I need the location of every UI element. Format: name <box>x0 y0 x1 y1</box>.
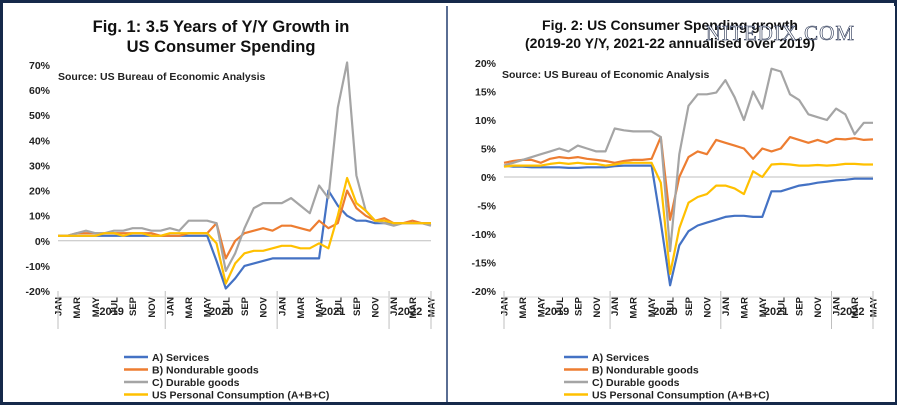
x-tick-label: JUL <box>110 297 121 315</box>
x-tick-label: JAN <box>500 297 511 316</box>
y-tick-label: 10% <box>475 115 497 127</box>
x-tick-label: MAR <box>629 297 640 319</box>
y-tick-label: -20% <box>471 286 496 298</box>
chart-panel-fig2: Fig. 2: US Consumer Spending growth (201… <box>450 6 895 402</box>
x-tick-label: MAR <box>296 297 307 319</box>
x-tick-label: JAN <box>721 297 732 316</box>
x-tick-label: MAY <box>647 296 658 317</box>
legend-label: C) Durable goods <box>592 377 680 389</box>
y-tick-label: 20% <box>475 58 497 70</box>
x-tick-label: MAR <box>518 297 529 319</box>
x-tick-label: SEP <box>573 296 584 316</box>
chart-title-line1: Fig. 2: US Consumer Spending growth <box>542 17 798 33</box>
series-line <box>58 176 431 285</box>
series-line <box>503 161 873 275</box>
y-tick-label: 0% <box>35 236 51 248</box>
x-tick-label: MAY <box>869 296 880 317</box>
year-label: 2022 <box>840 306 864 318</box>
y-tick-label: 20% <box>29 186 51 198</box>
x-tick-label: MAR <box>184 297 195 319</box>
year-label: 2021 <box>764 306 788 318</box>
y-tick-label: 60% <box>29 85 51 97</box>
year-label: 2022 <box>398 306 422 318</box>
y-tick-label: 30% <box>29 160 51 172</box>
x-tick-label: MAY <box>315 296 326 317</box>
chart-title-line2: US Consumer Spending <box>127 38 316 56</box>
y-tick-label: 5% <box>481 144 497 156</box>
legend-label: A) Services <box>592 352 649 364</box>
x-tick-label: MAY <box>536 296 547 317</box>
x-tick-label: MAR <box>408 297 419 319</box>
y-tick-label: -5% <box>477 201 496 213</box>
y-tick-label: 70% <box>29 60 51 72</box>
chart-source: Source: US Bureau of Economic Analysis <box>58 71 265 83</box>
year-label: 2021 <box>321 306 345 318</box>
x-tick-label: JAN <box>832 297 843 316</box>
legend-label: B) Nondurable goods <box>592 365 699 377</box>
x-tick-label: JUL <box>333 297 344 315</box>
x-tick-label: NOV <box>371 296 382 317</box>
series-line <box>58 61 432 272</box>
chart-panel-fig1: Fig. 1: 3.5 Years of Y/Y Growth in US Co… <box>6 6 448 402</box>
chart-title-line1: Fig. 1: 3.5 Years of Y/Y Growth in <box>93 18 350 36</box>
x-tick-label: JAN <box>610 297 621 316</box>
x-tick-label: JUL <box>221 297 232 315</box>
year-label: 2019 <box>545 306 569 318</box>
chart-source: Source: US Bureau of Economic Analysis <box>502 69 709 81</box>
series-line <box>503 164 873 287</box>
series-line <box>503 136 874 221</box>
y-tick-label: 50% <box>29 110 51 122</box>
x-tick-label: MAR <box>739 297 750 319</box>
x-tick-label: JAN <box>389 297 400 316</box>
x-tick-label: NOV <box>147 296 158 317</box>
x-tick-label: NOV <box>592 296 603 317</box>
y-tick-label: -20% <box>25 286 50 298</box>
x-tick-label: MAY <box>91 296 102 317</box>
legend-label: C) Durable goods <box>152 377 240 389</box>
x-tick-label: MAY <box>758 296 769 317</box>
year-label: 2020 <box>209 306 233 318</box>
x-tick-label: JUL <box>776 297 787 315</box>
x-tick-label: JUL <box>666 297 677 315</box>
x-tick-label: MAR <box>72 297 83 319</box>
y-tick-label: 10% <box>29 211 51 223</box>
series-line <box>503 67 873 253</box>
x-tick-label: MAY <box>427 296 438 317</box>
y-tick-label: 15% <box>475 87 497 99</box>
legend-label: US Personal Consumption (A+B+C) <box>152 390 329 402</box>
year-label: 2019 <box>99 306 123 318</box>
legend-label: US Personal Consumption (A+B+C) <box>592 390 769 402</box>
y-tick-label: -10% <box>25 261 50 273</box>
chart-fig1: Fig. 1: 3.5 Years of Y/Y Growth in US Co… <box>25 18 437 402</box>
plot-area: -20% -10% 0% 10% 20% 30% 40% 50% 60% 70% JAN MAR MAY… <box>25 60 437 402</box>
x-tick-label: NOV <box>702 296 713 317</box>
y-tick-label: -10% <box>471 229 496 241</box>
y-tick-label: 0% <box>481 172 497 184</box>
x-tick-label: JAN <box>165 297 176 316</box>
x-tick-label: MAY <box>203 296 214 317</box>
x-tick-label: JAN <box>277 297 288 316</box>
x-tick-label: NOV <box>259 296 270 317</box>
y-tick-label: -15% <box>471 258 496 270</box>
legend-label: B) Nondurable goods <box>152 365 259 377</box>
series-line <box>58 189 431 260</box>
legend-label: A) Services <box>152 352 209 364</box>
x-tick-label: JUL <box>555 297 566 315</box>
year-label: 2020 <box>653 306 677 318</box>
x-tick-label: MAR <box>850 297 861 319</box>
x-tick-label: SEP <box>352 296 363 316</box>
watermark-text: NITEDIX.COM <box>706 21 855 45</box>
y-tick-label: 40% <box>29 135 51 147</box>
chart-title-line2: (2019-20 Y/Y, 2021-22 annualised over 20… <box>525 35 815 51</box>
chart-fig2: Fig. 2: US Consumer Spending growth (201… <box>471 17 879 402</box>
x-tick-label: SEP <box>240 296 251 316</box>
x-tick-label: SEP <box>684 296 695 316</box>
x-tick-label: JAN <box>54 297 65 316</box>
series-line <box>58 189 431 290</box>
x-tick-label: NOV <box>813 296 824 317</box>
plot-area: -20% -15% -10% -5% 0% 5% 10% 15% 20% JAN MAR MAY JUL… <box>471 58 879 402</box>
x-tick-label: SEP <box>795 296 806 316</box>
x-tick-label: SEP <box>128 296 139 316</box>
